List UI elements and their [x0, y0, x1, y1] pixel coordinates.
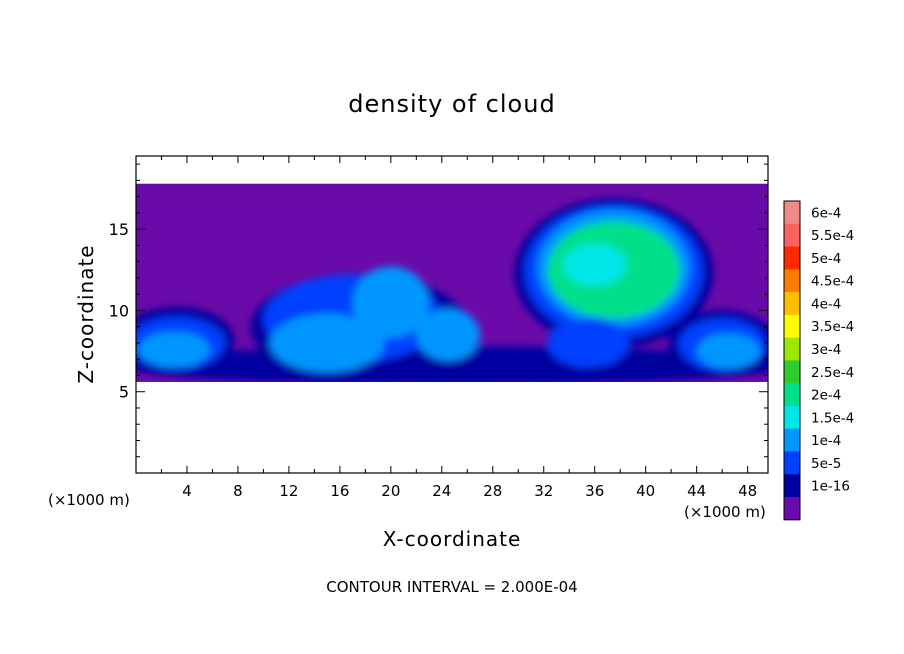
colorbar-label: 3e-4 — [811, 342, 841, 358]
cloud-density-fill — [136, 183, 768, 382]
y-axis-label: Z-coordinate — [74, 244, 98, 383]
plot-frame — [135, 155, 769, 474]
colorbar-label: 1e-16 — [811, 479, 850, 495]
x-unit-right: (×1000 m) — [684, 503, 766, 521]
colorbar-label: 5e-4 — [811, 251, 841, 267]
colorbar-label: 2e-4 — [811, 388, 841, 404]
colorbar-label: 5e-5 — [811, 456, 841, 472]
colorbar-swatch — [784, 428, 800, 452]
plot-border — [135, 155, 769, 474]
colorbar-swatch — [784, 246, 800, 270]
x-tick-label: 48 — [738, 482, 757, 500]
y-tick-label: 15 — [109, 220, 129, 239]
colorbar-swatch — [784, 292, 800, 316]
chart-title: density of cloud — [348, 90, 555, 118]
colorbar-swatch — [784, 201, 800, 225]
x-tick-label: 36 — [585, 482, 604, 500]
colorbar-label: 6e-4 — [811, 205, 841, 221]
contour-interval-note: CONTOUR INTERVAL = 2.000E-04 — [326, 578, 577, 596]
x-axis-label: X-coordinate — [383, 527, 522, 551]
colorbar-label: 5.5e-4 — [811, 228, 854, 244]
central-lobe-b — [352, 266, 430, 339]
colorbar-swatch — [784, 223, 800, 247]
colorbar-swatch — [784, 383, 800, 407]
central-lobe-c — [416, 308, 481, 361]
colorbar-label: 3.5e-4 — [811, 319, 854, 335]
colorbar-label: 4e-4 — [811, 296, 841, 312]
x-unit-left: (×1000 m) — [48, 491, 130, 509]
colorbar-label: 2.5e-4 — [811, 365, 854, 381]
colorbar-swatch — [784, 451, 800, 475]
x-tick-label: 4 — [182, 482, 192, 500]
cloud-field — [136, 183, 768, 382]
x-axis-ticks: 4 8 12 16 20 24 28 32 36 40 44 48 — [160, 156, 757, 500]
x-tick-label: 8 — [233, 482, 243, 500]
x-tick-label: 44 — [687, 482, 706, 500]
y-tick-label: 5 — [119, 383, 129, 402]
x-tick-label: 24 — [432, 482, 451, 500]
colorbar-swatch — [784, 405, 800, 430]
colorbar-swatch — [784, 314, 800, 339]
colorbar-swatch — [784, 497, 800, 521]
x-tick-label: 28 — [483, 482, 502, 500]
anvil-cell-peak — [562, 243, 627, 287]
y-tick-label: 10 — [109, 301, 129, 320]
x-tick-label: 16 — [330, 482, 349, 500]
x-tick-label: 32 — [534, 482, 553, 500]
western-cell-core — [138, 331, 210, 368]
colorbar-label: 1e-4 — [811, 433, 841, 449]
colorbar-label: 4.5e-4 — [811, 274, 854, 290]
central-lobe-a — [269, 313, 385, 373]
x-tick-label: 20 — [381, 482, 400, 500]
colorbar: 6e-4 5.5e-4 5e-4 4.5e-4 4e-4 3.5e-4 3e-4 2.5e-4… — [783, 200, 854, 521]
colorbar-swatch — [784, 474, 800, 498]
colorbar-border — [783, 200, 801, 521]
colorbar-swatch — [784, 360, 800, 384]
x-tick-label: 40 — [636, 482, 655, 500]
colorbar-label: 1.5e-4 — [811, 410, 854, 426]
anvil-base — [547, 318, 630, 368]
y-axis-ticks: 5 10 15 — [109, 163, 768, 458]
colorbar-swatch — [784, 337, 800, 361]
eastern-cell-core — [696, 333, 761, 369]
x-tick-label: 12 — [279, 482, 298, 500]
colorbar-swatch — [784, 269, 800, 293]
